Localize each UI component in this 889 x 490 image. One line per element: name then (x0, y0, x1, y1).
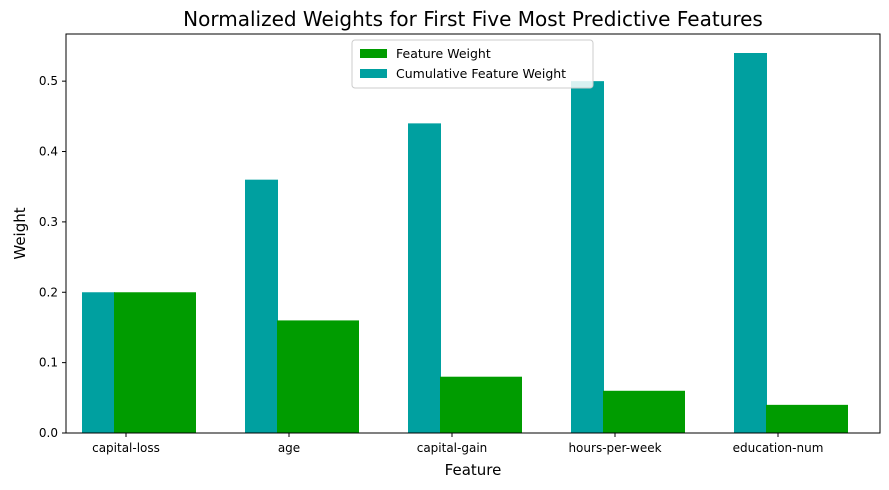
plot-frame (65, 33, 881, 434)
legend-box (351, 39, 594, 89)
x-tick-label-age: age (278, 441, 300, 455)
bar-feature-capital-gain (440, 376, 522, 433)
y-tick-label: 0.2 (39, 285, 58, 299)
y-axis: 0.0 0.1 0.2 0.3 0.4 0.5 (39, 74, 66, 440)
x-axis-title: Feature (445, 461, 502, 479)
legend: Feature Weight Cumulative Feature Weight (351, 39, 594, 89)
bar-cumulative-age (245, 179, 278, 433)
bar-feature-education-num (766, 404, 848, 433)
legend-label: Cumulative Feature Weight (396, 66, 566, 81)
y-tick-label: 0.0 (39, 426, 58, 440)
chart-title: Normalized Weights for First Five Most P… (183, 7, 763, 31)
x-tick-label-capital-gain: capital-gain (417, 441, 488, 455)
y-tick-label: 0.4 (39, 145, 58, 159)
x-axis: capital-loss age capital-gain hours-per-wee… (92, 433, 823, 455)
bar-feature-hours-per-week (603, 390, 685, 433)
bar-feature-capital-loss (114, 292, 196, 433)
bar-cumulative-hours-per-week (571, 81, 604, 434)
legend-swatch (360, 49, 387, 58)
bar-cumulative-capital-gain (408, 123, 441, 434)
y-tick-label: 0.5 (39, 74, 58, 88)
bar-cumulative-capital-loss (82, 292, 115, 433)
legend-swatch (360, 69, 387, 78)
y-tick-label: 0.3 (39, 215, 58, 229)
legend-label: Feature Weight (396, 46, 491, 61)
x-tick-label-capital-loss: capital-loss (92, 441, 160, 455)
x-tick-label-hours-per-week: hours-per-week (568, 441, 661, 455)
bars-layer (82, 53, 848, 434)
y-axis-title: Weight (11, 207, 29, 259)
y-tick-label: 0.1 (39, 356, 58, 370)
bar-feature-age (277, 320, 359, 433)
x-tick-label-education-num: education-num (733, 441, 824, 455)
bar-cumulative-education-num (734, 53, 767, 433)
